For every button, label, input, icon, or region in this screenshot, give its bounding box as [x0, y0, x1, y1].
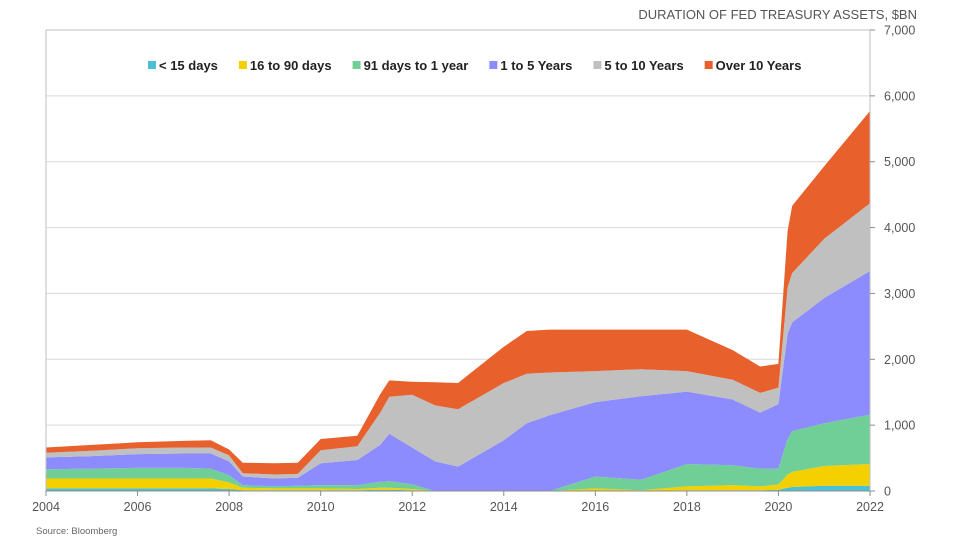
legend-swatch	[489, 61, 498, 69]
source-note: Source: Bloomberg	[36, 526, 117, 537]
x-tick-label: 2012	[398, 500, 426, 514]
y-tick-label: 6,000	[884, 89, 915, 103]
series-area-5-to-10-years	[46, 203, 870, 479]
legend-item-over-10-years: Over 10 Years	[704, 58, 802, 73]
y-tick-label: 5,000	[884, 155, 915, 169]
x-tick-label: 2018	[673, 500, 701, 514]
x-tick-label: 2014	[490, 500, 518, 514]
y-tick-label: 2,000	[884, 353, 915, 367]
x-tick-label: 2010	[307, 500, 335, 514]
legend-label: 5 to 10 Years	[604, 58, 683, 73]
legend-label: 16 to 90 days	[250, 58, 332, 73]
legend-label: 91 days to 1 year	[364, 58, 469, 73]
y-tick-label: 1,000	[884, 419, 915, 433]
x-tick-label: 2008	[215, 500, 243, 514]
legend: < 15 days 16 to 90 days 91 days to 1 year 1…	[148, 58, 801, 73]
x-tick-label: 2022	[856, 500, 884, 514]
legend-swatch	[704, 61, 713, 69]
x-tick-label: 2016	[581, 500, 609, 514]
chart-title: DURATION OF FED TREASURY ASSETS, $BN	[638, 7, 917, 22]
x-tick-label: 2004	[32, 500, 60, 514]
legend-label: < 15 days	[159, 58, 218, 73]
plot-area	[46, 111, 870, 491]
series-area-16-to-90-days	[46, 464, 870, 491]
legend-swatch	[238, 61, 247, 69]
series-area-15-days	[46, 485, 870, 491]
x-tick-label: 2020	[765, 500, 793, 514]
x-tick-label: 2006	[124, 500, 152, 514]
legend-swatch	[352, 61, 361, 69]
legend-item-15-days: < 15 days	[148, 58, 218, 73]
y-tick-label: 3,000	[884, 287, 915, 301]
legend-swatch	[593, 61, 602, 69]
legend-item-91-days-to-1-year: 91 days to 1 year	[352, 58, 469, 73]
legend-item-16-to-90-days: 16 to 90 days	[238, 58, 332, 73]
y-tick-label: 0	[884, 485, 891, 499]
y-tick-label: 4,000	[884, 221, 915, 235]
axes: 2004 2006 2008 2010 2012 2014 2016 2018 2020 2022…	[32, 24, 915, 515]
legend-item-1-to-5-years: 1 to 5 Years	[489, 58, 572, 73]
series-area-over-10-years	[46, 111, 870, 475]
legend-item-5-to-10-years: 5 to 10 Years	[593, 58, 684, 73]
legend-swatch	[148, 61, 156, 69]
series-area-1-to-5-years	[46, 271, 870, 491]
y-tick-label: 7,000	[884, 24, 915, 38]
legend-label: 1 to 5 Years	[500, 58, 572, 73]
legend-label: Over 10 Years	[716, 58, 802, 73]
